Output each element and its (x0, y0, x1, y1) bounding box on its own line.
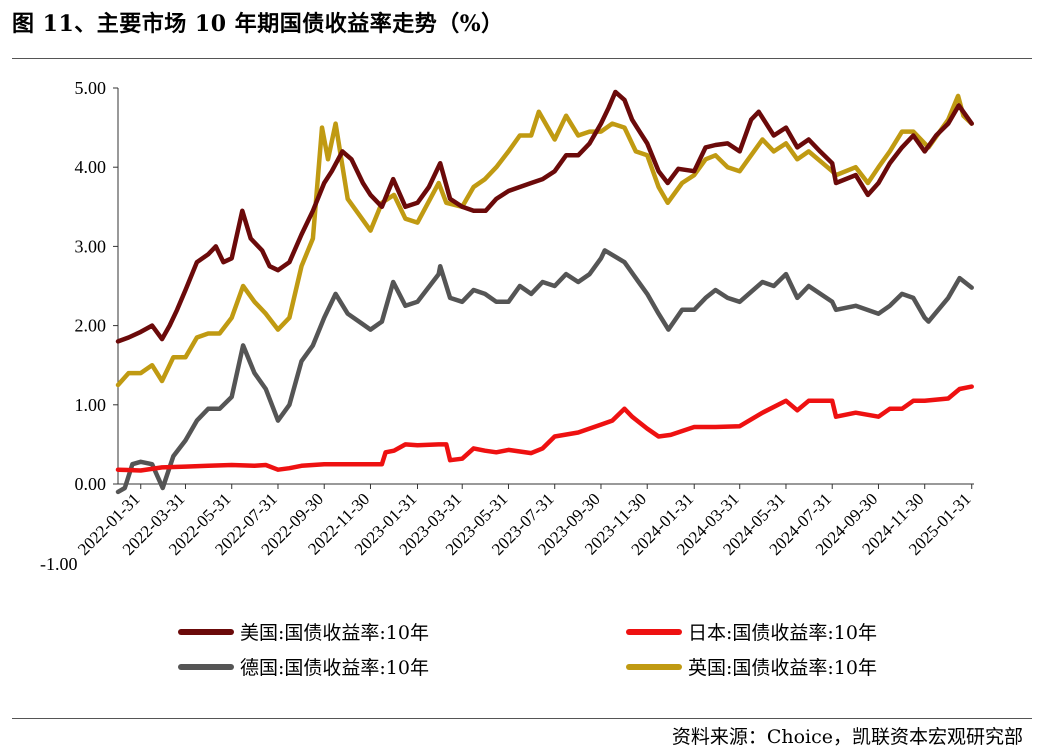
chart-title: 图 11、主要市场 10 年期国债收益率走势（%） (12, 11, 504, 37)
legend-swatch (626, 663, 682, 670)
line-chart: 2022-01-312022-03-312022-05-312022-07-31… (40, 78, 975, 574)
series-line-3 (115, 93, 974, 388)
legend-item: 英国:国债收益率:10年 (626, 653, 877, 680)
y-tick-labels: -1.00 0.00 1.00 2.00 3.00 4.00 5.00 (40, 78, 106, 574)
legend-label: 英国:国债收益率:10年 (688, 657, 877, 679)
legend-item: 德国:国债收益率:10年 (178, 653, 429, 680)
legend-item: 美国:国债收益率:10年 (178, 618, 429, 645)
series-line-1 (115, 384, 974, 473)
y-tick-label: 1.00 (75, 395, 107, 415)
y-tick-label: 3.00 (75, 236, 107, 256)
series-line-0 (115, 89, 974, 344)
source-note: 资料来源：Choice，凯联资本宏观研究部 (671, 726, 1023, 748)
legend-label: 日本:国债收益率:10年 (688, 622, 877, 644)
legend-item: 日本:国债收益率:10年 (626, 618, 877, 645)
y-tick-label: 0.00 (75, 474, 107, 494)
title-divider (12, 58, 1032, 59)
source-divider (12, 718, 1032, 719)
y-tick-label: 2.00 (75, 316, 107, 336)
legend-label: 德国:国债收益率:10年 (240, 657, 429, 679)
y-tick-label: -1.00 (40, 554, 78, 574)
y-tick-label: 5.00 (75, 78, 107, 98)
chart-axes (113, 87, 974, 489)
series-lines (115, 89, 974, 495)
y-tick-label: 4.00 (75, 157, 107, 177)
x-tick-labels: 2022-01-312022-03-312022-05-312022-07-31… (74, 489, 975, 559)
legend-swatch (178, 628, 234, 635)
legend-label: 美国:国债收益率:10年 (240, 622, 429, 644)
legend-swatch (178, 663, 234, 670)
series-line-2 (115, 248, 974, 495)
legend-swatch (626, 628, 682, 635)
